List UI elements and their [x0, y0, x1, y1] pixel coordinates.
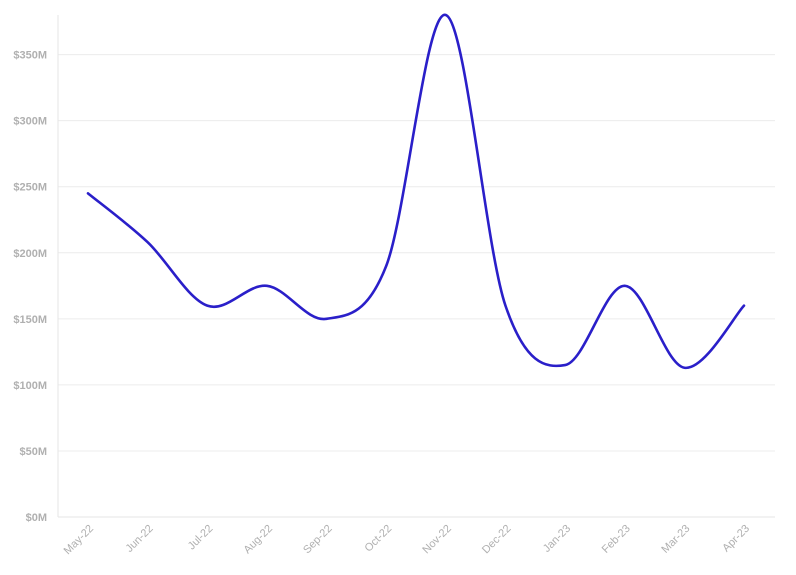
series-lines	[86, 13, 746, 370]
y-tick-label: $250M	[13, 182, 47, 194]
x-tick-labels: May-22 Jun-22 Jul-22 Aug-22 Sep-22 Oct-22 Nov-…	[62, 523, 752, 557]
x-tick-label: Mar-23	[659, 523, 692, 556]
y-tick-label: $100M	[13, 380, 47, 392]
axes	[57, 15, 775, 518]
y-tick-label: $50M	[19, 446, 47, 458]
y-tick-label: $0M	[26, 512, 47, 524]
x-tick-label: Nov-22	[420, 523, 454, 557]
y-tick-label: $300M	[13, 116, 47, 128]
x-tick-label: Jan-23	[541, 523, 573, 555]
x-tick-label: Sep-22	[301, 523, 335, 557]
x-tick-label: Apr-23	[720, 523, 752, 555]
series-line	[86, 13, 746, 370]
x-tick-label: Oct-22	[362, 523, 394, 555]
x-tick-label: Jul-22	[186, 523, 216, 553]
y-tick-label: $350M	[13, 50, 47, 62]
x-tick-label: May-22	[62, 523, 96, 557]
x-tick-label: Aug-22	[241, 523, 275, 557]
y-tick-label: $200M	[13, 248, 47, 260]
x-tick-label: Jun-22	[123, 523, 155, 555]
y-tick-label: $150M	[13, 314, 47, 326]
x-tick-label: Dec-22	[480, 523, 514, 557]
x-tick-label: Feb-23	[600, 523, 633, 556]
y-tick-labels: $0M $50M $100M $150M $200M $250M $300M $350M	[13, 50, 47, 524]
